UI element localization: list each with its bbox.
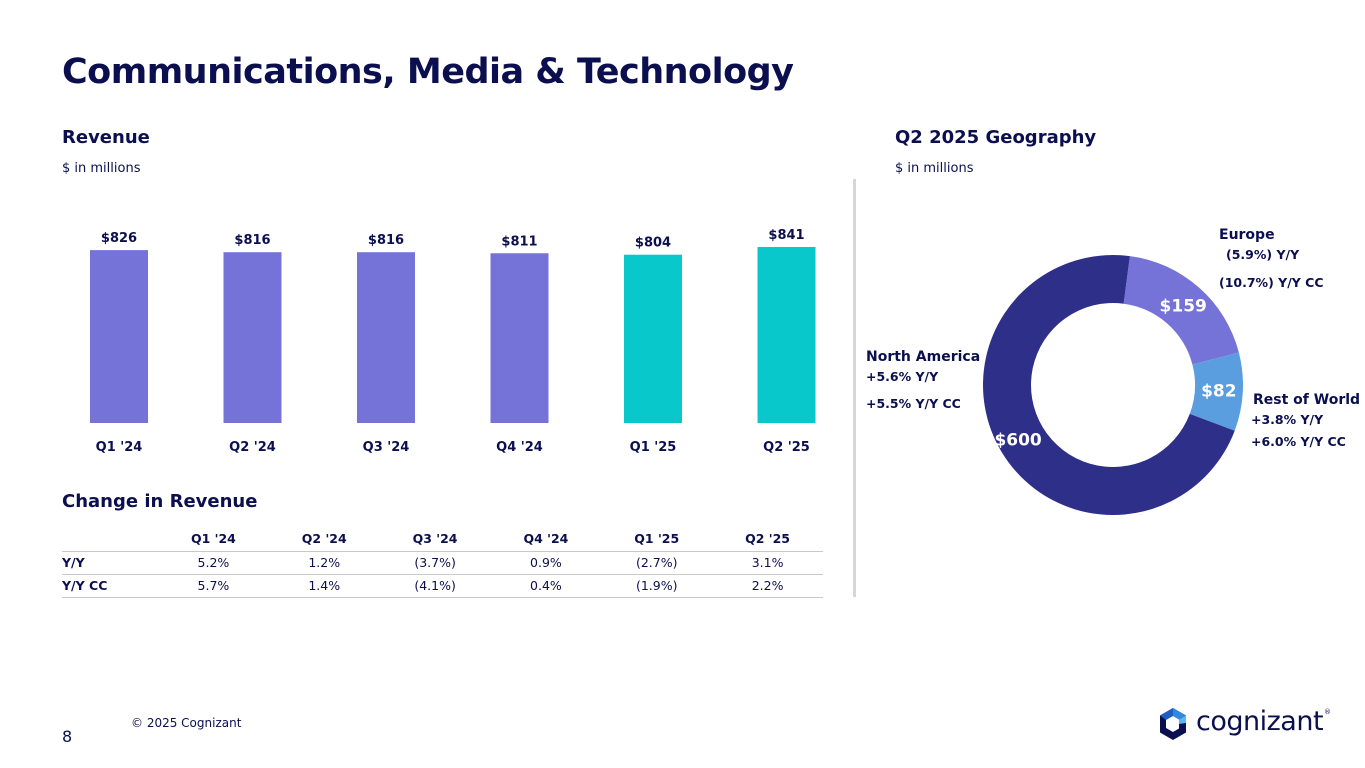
geography-donut-chart: $159 $82 $600 North America +5.6% Y/Y +5.5% Y… [866,227,1360,515]
revenue-heading: Revenue [62,127,150,148]
cognizant-logo-mark-icon [1160,708,1186,740]
table-cell: (2.7%) [601,551,713,575]
table-header-cell: Q3 '24 [379,527,491,552]
table-header-cell: Q2 '24 [268,527,380,552]
table-cell: 2.2% [712,574,823,598]
table-cell: (3.7%) [379,551,491,575]
table-cell: 5.7% [158,574,269,598]
bar-value-label: $816 [234,233,270,248]
table-header-cell: Q4 '24 [490,527,602,552]
table-header-row: Q1 '24 Q2 '24 Q3 '24 Q4 '24 Q1 '25 Q2 '2… [62,527,823,552]
table-header-cell [62,527,158,552]
revenue-bar [490,253,549,423]
table-cell: 0.9% [490,551,602,575]
table-cell: 0.4% [490,574,602,598]
donut-slice [1189,352,1243,431]
table-cell: (4.1%) [379,574,491,598]
north-america-label: North America [866,349,980,365]
table-header-cell: Q2 '25 [712,527,823,552]
copyright-text: © 2025 Cognizant [131,716,242,730]
bar-value-label: $811 [501,234,537,249]
change-in-revenue-table: Q1 '24 Q2 '24 Q3 '24 Q4 '24 Q1 '25 Q2 '2… [62,527,823,598]
slice-value-label: $82 [1201,382,1237,402]
table-row: Y/Y CC 5.7% 1.4% (4.1%) 0.4% (1.9%) 2.2% [62,574,823,598]
x-tick-label: Q2 '25 [763,440,810,455]
x-tick-label: Q3 '24 [363,440,410,455]
donut-slice [983,254,1235,515]
north-america-yycc: +5.5% Y/Y CC [866,396,961,411]
logo-registered-mark: ® [1324,708,1331,716]
europe-yycc: (10.7%) Y/Y CC [1219,275,1324,290]
row-label: Y/Y CC [62,574,158,598]
change-heading: Change in Revenue [62,491,258,512]
x-tick-label: Q4 '24 [496,440,543,455]
revenue-bar [757,246,816,423]
table-header-cell: Q1 '24 [158,527,269,552]
geography-heading: Q2 2025 Geography [895,127,1097,148]
donut-slice [1123,256,1239,365]
rest-of-world-yy: +3.8% Y/Y [1251,412,1324,427]
revenue-bar-chart: $826 Q1 '24 $816 Q2 '24 $816 Q3 '24 $811 Q4 '24… [90,228,816,455]
table-cell: 1.2% [268,551,380,575]
x-tick-label: Q1 '25 [630,440,677,455]
bar-value-label: $826 [101,231,137,246]
revenue-unit: $ in millions [62,161,141,176]
logo-wordmark: cognizant [1196,706,1324,737]
page-number: 8 [62,727,73,746]
table-row: Y/Y 5.2% 1.2% (3.7%) 0.9% (2.7%) 3.1% [62,551,823,575]
table-cell: 5.2% [158,551,269,575]
table-cell: 1.4% [268,574,380,598]
cognizant-logo: cognizant ® [1155,706,1335,742]
bar-value-label: $816 [368,233,404,248]
europe-yy: (5.9%) Y/Y [1226,247,1300,262]
slice-value-label: $600 [994,431,1041,451]
revenue-bar [223,252,282,423]
page-title: Communications, Media & Technology [62,52,794,92]
revenue-bar [90,250,148,423]
revenue-bar [357,252,415,423]
table-cell: (1.9%) [601,574,713,598]
europe-label: Europe [1219,227,1275,243]
table-header-cell: Q1 '25 [601,527,713,552]
section-divider [853,179,856,597]
slice-value-label: $159 [1160,297,1207,317]
revenue-bar [624,254,682,423]
bar-value-label: $841 [768,228,804,243]
row-label: Y/Y [62,551,158,575]
north-america-yy: +5.6% Y/Y [866,369,939,384]
rest-of-world-label: Rest of World [1253,392,1360,408]
x-tick-label: Q2 '24 [229,440,276,455]
bar-value-label: $804 [635,236,671,251]
table-cell: 3.1% [712,551,823,575]
rest-of-world-yycc: +6.0% Y/Y CC [1251,434,1346,449]
geography-unit: $ in millions [895,161,974,176]
x-tick-label: Q1 '24 [96,440,143,455]
